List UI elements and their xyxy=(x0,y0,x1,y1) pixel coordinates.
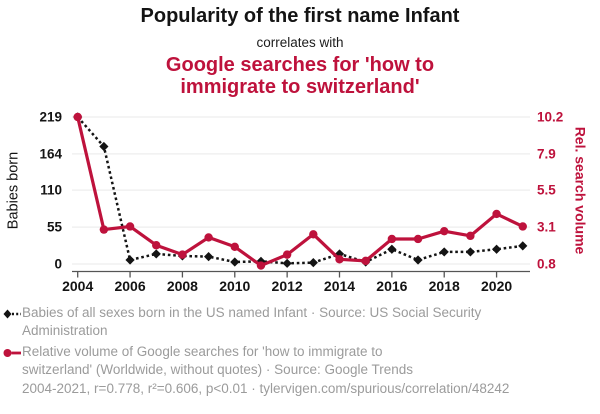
searches-data-point xyxy=(125,222,135,231)
left-axis-tick-label: 55 xyxy=(47,220,63,235)
diamond-dashed-icon xyxy=(3,309,21,319)
babies-data-point xyxy=(282,258,292,268)
x-axis-tick-label: 2004 xyxy=(62,278,93,294)
searches-data-point xyxy=(309,230,318,239)
babies-data-point xyxy=(387,244,397,254)
legend-item-babies: Babies of all sexes born in the US named… xyxy=(3,304,581,339)
babies-data-point xyxy=(99,141,109,152)
searches-data-point xyxy=(518,222,527,231)
babies-data-point xyxy=(491,244,502,254)
right-axis-tick-label: 5.5 xyxy=(537,183,556,198)
babies-data-point xyxy=(413,255,423,265)
legend-item-searches: Relative volume of Google searches for '… xyxy=(3,343,581,378)
footer-stats: 2004-2021, r=0.778, r²=0.606, p<0.01 · t… xyxy=(22,381,510,396)
secondary-title: Google searches for 'how to immigrate to… xyxy=(0,54,600,98)
left-axis-tick-label: 164 xyxy=(39,146,62,161)
legend-label-searches: Relative volume of Google searches for '… xyxy=(22,344,414,377)
searches-data-point xyxy=(335,255,344,264)
right-axis-tick-label: 7.9 xyxy=(537,146,556,161)
searches-data-point xyxy=(256,261,266,270)
x-axis-tick-label: 2020 xyxy=(481,278,512,294)
chart-canvas: 0 0.8 55 3.1 110 5.5 164 7.9 219 10.2 2004 2006 2008… xyxy=(39,110,563,295)
circle-solid-icon xyxy=(3,349,21,357)
babies-series-line xyxy=(76,116,523,265)
searches-data-point xyxy=(282,250,292,259)
x-axis-tick-label: 2008 xyxy=(167,278,198,294)
searches-data-point xyxy=(99,225,109,234)
secondary-title-line1: Google searches for 'how to xyxy=(165,54,435,76)
page-title: Popularity of the first name Infant xyxy=(140,5,460,27)
searches-data-point xyxy=(73,112,82,122)
babies-data-point xyxy=(308,258,318,268)
searches-data-point xyxy=(178,250,187,259)
x-axis-tick-label: 2018 xyxy=(429,278,460,294)
searches-data-point xyxy=(204,233,213,242)
babies-data-point xyxy=(151,249,161,259)
babies-data-point xyxy=(204,252,214,262)
babies-data-point xyxy=(230,257,240,267)
left-axis-tick-label: 0 xyxy=(54,257,62,272)
searches-data-point xyxy=(361,256,370,266)
x-axis-tick-label: 2012 xyxy=(272,278,303,294)
left-axis-tick-label: 219 xyxy=(39,110,62,125)
searches-data-point xyxy=(466,231,475,241)
searches-data-point xyxy=(413,234,423,244)
legend-label-babies: Babies of all sexes born in the US named… xyxy=(22,305,482,338)
x-axis-tick-label: 2014 xyxy=(324,278,355,294)
right-axis-tick-label: 3.1 xyxy=(537,220,556,235)
x-axis-tick-label: 2006 xyxy=(114,278,145,294)
babies-data-point xyxy=(518,241,528,251)
left-axis-tick-label: 110 xyxy=(40,183,62,198)
y-axis-label-right: Rel. search volume xyxy=(572,126,589,255)
secondary-title-line2: immigrate to switzerland' xyxy=(180,76,420,98)
correlates-with-label: correlates with xyxy=(256,35,344,50)
right-axis-tick-label: 0.8 xyxy=(537,257,556,272)
searches-data-point xyxy=(492,209,501,219)
searches-data-point xyxy=(230,242,239,251)
y-axis-label-left: Babies born xyxy=(5,151,22,230)
x-axis-tick-label: 2010 xyxy=(219,278,250,294)
babies-data-point xyxy=(125,255,135,265)
right-axis-tick-label: 10.2 xyxy=(537,110,563,125)
babies-data-point xyxy=(439,247,449,257)
x-axis-tick-label: 2016 xyxy=(376,278,407,294)
babies-data-point xyxy=(465,247,475,257)
searches-series-line xyxy=(76,116,524,268)
searches-data-point xyxy=(152,241,161,250)
searches-data-point xyxy=(440,226,449,236)
searches-data-point xyxy=(387,234,397,244)
